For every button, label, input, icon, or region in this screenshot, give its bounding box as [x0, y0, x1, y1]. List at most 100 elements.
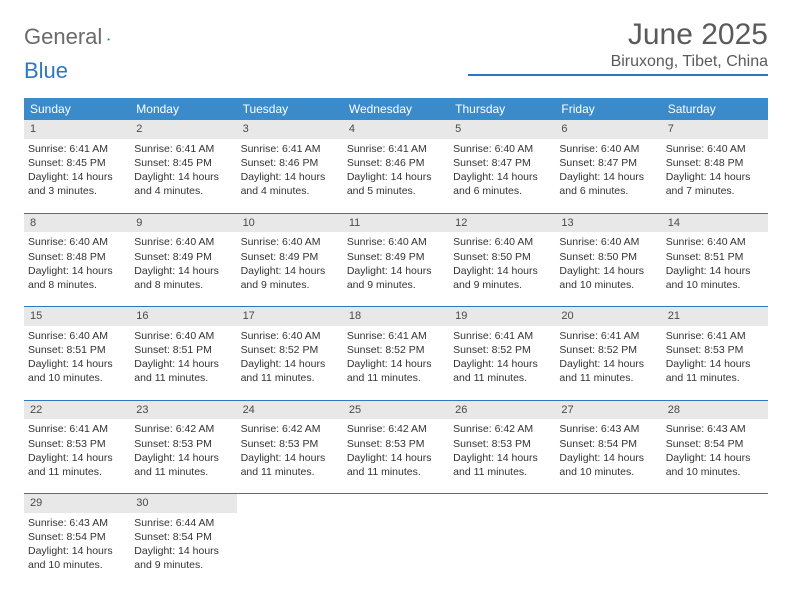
day-cell: 25Sunrise: 6:42 AMSunset: 8:53 PMDayligh… — [343, 401, 449, 486]
day-number: 18 — [343, 307, 449, 326]
day-d2: and 11 minutes. — [241, 371, 339, 385]
day-d1: Daylight: 14 hours — [453, 357, 551, 371]
day-sunset: Sunset: 8:48 PM — [666, 156, 764, 170]
day-sunrise: Sunrise: 6:42 AM — [453, 422, 551, 436]
day-sunrise: Sunrise: 6:40 AM — [453, 235, 551, 249]
week-row: 15Sunrise: 6:40 AMSunset: 8:51 PMDayligh… — [24, 306, 768, 392]
day-cell: 11Sunrise: 6:40 AMSunset: 8:49 PMDayligh… — [343, 214, 449, 299]
day-number: 9 — [130, 214, 236, 233]
day-sunrise: Sunrise: 6:40 AM — [666, 235, 764, 249]
day-sunset: Sunset: 8:54 PM — [134, 530, 232, 544]
brand-word-2: Blue — [24, 58, 68, 84]
day-cell: 20Sunrise: 6:41 AMSunset: 8:52 PMDayligh… — [555, 307, 661, 392]
day-cell: 26Sunrise: 6:42 AMSunset: 8:53 PMDayligh… — [449, 401, 555, 486]
day-d1: Daylight: 14 hours — [559, 451, 657, 465]
day-d2: and 11 minutes. — [453, 371, 551, 385]
day-d1: Daylight: 14 hours — [134, 544, 232, 558]
day-d2: and 9 minutes. — [241, 278, 339, 292]
day-sunset: Sunset: 8:52 PM — [241, 343, 339, 357]
day-sunrise: Sunrise: 6:40 AM — [28, 329, 126, 343]
day-number — [555, 494, 661, 513]
day-cell: 27Sunrise: 6:43 AMSunset: 8:54 PMDayligh… — [555, 401, 661, 486]
dow-tuesday: Tuesday — [237, 98, 343, 120]
day-cell: 4Sunrise: 6:41 AMSunset: 8:46 PMDaylight… — [343, 120, 449, 205]
title-month: June 2025 — [468, 18, 768, 51]
day-d1: Daylight: 14 hours — [28, 451, 126, 465]
day-sunset: Sunset: 8:45 PM — [134, 156, 232, 170]
day-sunrise: Sunrise: 6:40 AM — [347, 235, 445, 249]
dow-saturday: Saturday — [662, 98, 768, 120]
day-d2: and 11 minutes. — [134, 465, 232, 479]
day-number: 3 — [237, 120, 343, 139]
day-sunset: Sunset: 8:53 PM — [134, 437, 232, 451]
day-d1: Daylight: 14 hours — [559, 357, 657, 371]
day-cell: 8Sunrise: 6:40 AMSunset: 8:48 PMDaylight… — [24, 214, 130, 299]
day-sunrise: Sunrise: 6:41 AM — [559, 329, 657, 343]
day-sunset: Sunset: 8:50 PM — [559, 250, 657, 264]
day-cell: 21Sunrise: 6:41 AMSunset: 8:53 PMDayligh… — [662, 307, 768, 392]
day-sunset: Sunset: 8:51 PM — [666, 250, 764, 264]
day-d1: Daylight: 14 hours — [453, 264, 551, 278]
day-cell — [237, 494, 343, 579]
week-row: 22Sunrise: 6:41 AMSunset: 8:53 PMDayligh… — [24, 400, 768, 486]
day-sunrise: Sunrise: 6:43 AM — [559, 422, 657, 436]
day-d1: Daylight: 14 hours — [28, 357, 126, 371]
day-sunrise: Sunrise: 6:41 AM — [347, 329, 445, 343]
day-d2: and 3 minutes. — [28, 184, 126, 198]
day-d2: and 4 minutes. — [134, 184, 232, 198]
day-number: 14 — [662, 214, 768, 233]
day-number: 6 — [555, 120, 661, 139]
day-d1: Daylight: 14 hours — [134, 170, 232, 184]
day-d1: Daylight: 14 hours — [28, 264, 126, 278]
day-number: 23 — [130, 401, 236, 420]
day-number: 20 — [555, 307, 661, 326]
day-d2: and 11 minutes. — [347, 465, 445, 479]
day-cell: 28Sunrise: 6:43 AMSunset: 8:54 PMDayligh… — [662, 401, 768, 486]
day-sunrise: Sunrise: 6:41 AM — [28, 142, 126, 156]
day-sunrise: Sunrise: 6:42 AM — [134, 422, 232, 436]
day-sunrise: Sunrise: 6:40 AM — [241, 235, 339, 249]
day-cell: 7Sunrise: 6:40 AMSunset: 8:48 PMDaylight… — [662, 120, 768, 205]
day-d2: and 11 minutes. — [559, 371, 657, 385]
day-sunset: Sunset: 8:52 PM — [347, 343, 445, 357]
day-sunset: Sunset: 8:53 PM — [28, 437, 126, 451]
day-number: 25 — [343, 401, 449, 420]
day-sunset: Sunset: 8:53 PM — [666, 343, 764, 357]
day-number: 7 — [662, 120, 768, 139]
day-number — [662, 494, 768, 513]
day-sunset: Sunset: 8:53 PM — [241, 437, 339, 451]
week-row: 29Sunrise: 6:43 AMSunset: 8:54 PMDayligh… — [24, 493, 768, 579]
day-d1: Daylight: 14 hours — [28, 544, 126, 558]
day-sunset: Sunset: 8:49 PM — [347, 250, 445, 264]
day-d2: and 10 minutes. — [559, 465, 657, 479]
day-sunset: Sunset: 8:48 PM — [28, 250, 126, 264]
day-d2: and 11 minutes. — [453, 465, 551, 479]
day-d2: and 11 minutes. — [241, 465, 339, 479]
day-d2: and 4 minutes. — [241, 184, 339, 198]
day-sunrise: Sunrise: 6:43 AM — [28, 516, 126, 530]
day-d2: and 10 minutes. — [666, 465, 764, 479]
day-sunset: Sunset: 8:53 PM — [453, 437, 551, 451]
day-cell: 5Sunrise: 6:40 AMSunset: 8:47 PMDaylight… — [449, 120, 555, 205]
day-sunset: Sunset: 8:51 PM — [134, 343, 232, 357]
day-number: 26 — [449, 401, 555, 420]
day-d1: Daylight: 14 hours — [666, 264, 764, 278]
day-d2: and 6 minutes. — [453, 184, 551, 198]
day-sunset: Sunset: 8:52 PM — [453, 343, 551, 357]
day-cell: 6Sunrise: 6:40 AMSunset: 8:47 PMDaylight… — [555, 120, 661, 205]
day-d2: and 11 minutes. — [347, 371, 445, 385]
day-d1: Daylight: 14 hours — [134, 451, 232, 465]
day-sunrise: Sunrise: 6:40 AM — [134, 329, 232, 343]
title-location: Biruxong, Tibet, China — [468, 53, 768, 76]
day-d2: and 10 minutes. — [559, 278, 657, 292]
day-sunrise: Sunrise: 6:42 AM — [241, 422, 339, 436]
day-number: 29 — [24, 494, 130, 513]
day-number: 4 — [343, 120, 449, 139]
day-sunset: Sunset: 8:54 PM — [666, 437, 764, 451]
brand-word-1: General — [24, 24, 102, 50]
day-number: 10 — [237, 214, 343, 233]
day-sunrise: Sunrise: 6:44 AM — [134, 516, 232, 530]
day-d1: Daylight: 14 hours — [134, 264, 232, 278]
day-number: 16 — [130, 307, 236, 326]
dow-thursday: Thursday — [449, 98, 555, 120]
